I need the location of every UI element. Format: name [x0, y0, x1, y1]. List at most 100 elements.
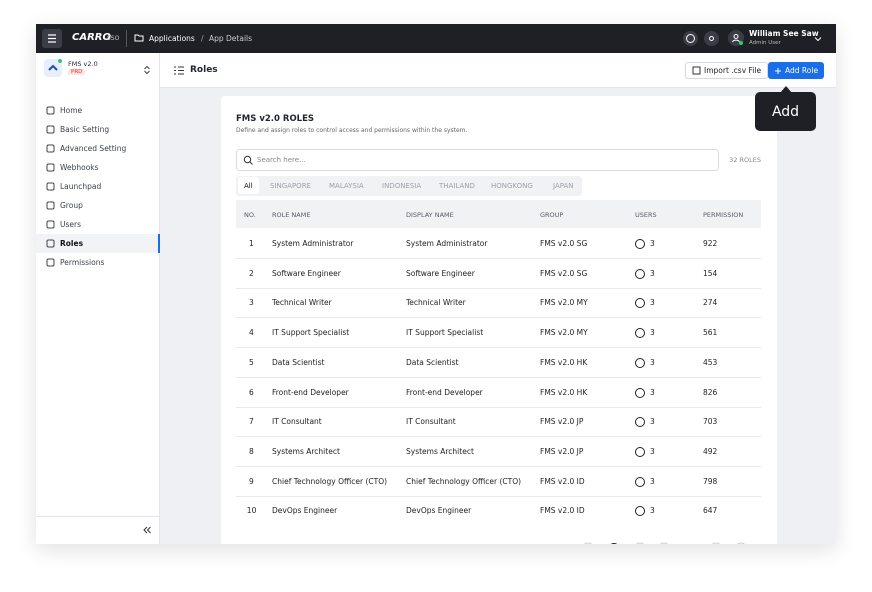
cell: 922 — [703, 239, 718, 248]
row-number: 3 — [249, 298, 254, 308]
table-header — [236, 200, 761, 228]
app-logo — [44, 59, 62, 77]
row-divider — [236, 347, 761, 349]
search-box[interactable]: Search here... — [236, 149, 719, 171]
cell: 3 — [650, 239, 655, 248]
nav-item[interactable]: Permissions — [36, 253, 160, 272]
users-icon[interactable] — [635, 506, 645, 517]
users-icon[interactable] — [635, 298, 645, 309]
cell: Front-end Developer — [406, 387, 483, 397]
cell: Front-end Developer — [272, 387, 349, 397]
users-icon[interactable] — [635, 417, 645, 428]
breadcrumb-item[interactable]: Applications — [149, 34, 195, 43]
tab[interactable]: HONGKONG — [491, 182, 533, 190]
users-icon[interactable] — [635, 387, 645, 398]
menu-button[interactable] — [42, 29, 62, 48]
cell: 3 — [650, 417, 655, 427]
tab[interactable]: JAPAN — [553, 182, 574, 190]
import-button[interactable]: Import .csv File — [685, 62, 769, 79]
tab[interactable]: MALAYSIA — [329, 182, 364, 190]
row-divider — [236, 436, 761, 438]
users-icon[interactable] — [635, 446, 645, 457]
help-button[interactable] — [683, 31, 698, 46]
breadcrumb-item: App Details — [209, 34, 253, 43]
cell: Systems Architect — [406, 446, 474, 456]
add-role-label: Add Role — [785, 66, 819, 75]
nav-item[interactable]: Launchpad — [36, 177, 160, 196]
divider — [126, 30, 127, 47]
add-role-button[interactable]: Add Role — [768, 62, 825, 79]
nav-item[interactable]: Advanced Setting — [36, 139, 160, 158]
pagination — [583, 542, 746, 544]
search-icon — [243, 155, 253, 165]
avatar[interactable] — [728, 30, 744, 46]
cell: Software Engineer — [406, 268, 475, 278]
roles-count: 32 ROLES — [729, 156, 761, 164]
cell: IT Consultant — [406, 417, 456, 427]
nav-icon — [46, 144, 55, 153]
nav-label: Users — [60, 220, 82, 229]
user-role: Admin User — [749, 40, 781, 46]
chevron-down[interactable] — [814, 35, 822, 43]
cell: 3 — [650, 268, 655, 278]
nav-item[interactable]: Home — [36, 101, 160, 120]
column-header: ROLE NAME — [272, 211, 311, 219]
cell: 3 — [650, 328, 655, 338]
roles-card: FMS v2.0 ROLES Define and assign roles t… — [221, 96, 777, 544]
cell: Systems Architect — [272, 446, 340, 456]
cell: 274 — [703, 298, 718, 308]
tooltip-arrow — [780, 86, 792, 93]
cell: 3 — [650, 476, 655, 486]
users-icon[interactable] — [635, 328, 645, 339]
theme-button[interactable] — [704, 31, 719, 46]
nav-label: Basic Setting — [60, 125, 110, 134]
row-divider — [236, 317, 761, 319]
divider — [36, 516, 160, 517]
users-icon[interactable] — [635, 357, 645, 368]
plus-icon — [775, 67, 781, 74]
sidebar: FMS v2.0 PRD Home Basic Setting Advanced S… — [36, 53, 160, 544]
cell: 703 — [703, 417, 718, 427]
nav-icon — [46, 182, 55, 191]
cell: 154 — [703, 268, 718, 278]
cell: DevOps Engineer — [406, 506, 472, 516]
cell: FMS v2.0 JP — [540, 446, 584, 456]
tab[interactable]: All — [238, 177, 259, 194]
collapse-button[interactable] — [142, 525, 152, 535]
tab[interactable]: THAILAND — [439, 182, 475, 190]
content-area: FMS v2.0 ROLES Define and assign roles t… — [160, 88, 836, 544]
users-icon[interactable] — [635, 268, 645, 279]
selector-icon[interactable] — [143, 65, 151, 75]
cell: 3 — [650, 357, 655, 367]
nav-item[interactable]: Webhooks — [36, 158, 160, 177]
cell: Technical Writer — [406, 298, 466, 308]
menu-icon — [48, 34, 56, 43]
cell: FMS v2.0 ID — [540, 476, 585, 486]
row-number: 9 — [249, 476, 254, 486]
brand: CARRO — [72, 32, 111, 43]
cell: Data Scientist — [272, 357, 325, 367]
nav-item[interactable]: Group — [36, 196, 160, 215]
search-placeholder: Search here... — [257, 156, 306, 164]
users-icon[interactable] — [635, 476, 645, 487]
cell: IT Support Specialist — [406, 328, 484, 338]
nav-item[interactable]: Roles — [36, 234, 160, 253]
roles-icon — [174, 66, 184, 75]
cell: FMS v2.0 MY — [540, 328, 588, 338]
column-header: USERS — [635, 211, 657, 219]
users-icon[interactable] — [635, 239, 645, 249]
row-number: 6 — [249, 387, 254, 397]
import-label: Import .csv File — [704, 66, 762, 75]
row-divider — [236, 465, 761, 467]
logo-icon — [48, 59, 62, 71]
nav-item[interactable]: Basic Setting — [36, 120, 160, 139]
row-divider — [236, 376, 761, 378]
tab[interactable]: SINGAPORE — [270, 182, 311, 190]
nav-label: Webhooks — [60, 163, 99, 172]
nav-item[interactable]: Users — [36, 215, 160, 234]
column-header: GROUP — [540, 211, 564, 219]
tooltip-text: Add — [771, 103, 800, 120]
tab[interactable]: INDONESIA — [382, 182, 422, 190]
